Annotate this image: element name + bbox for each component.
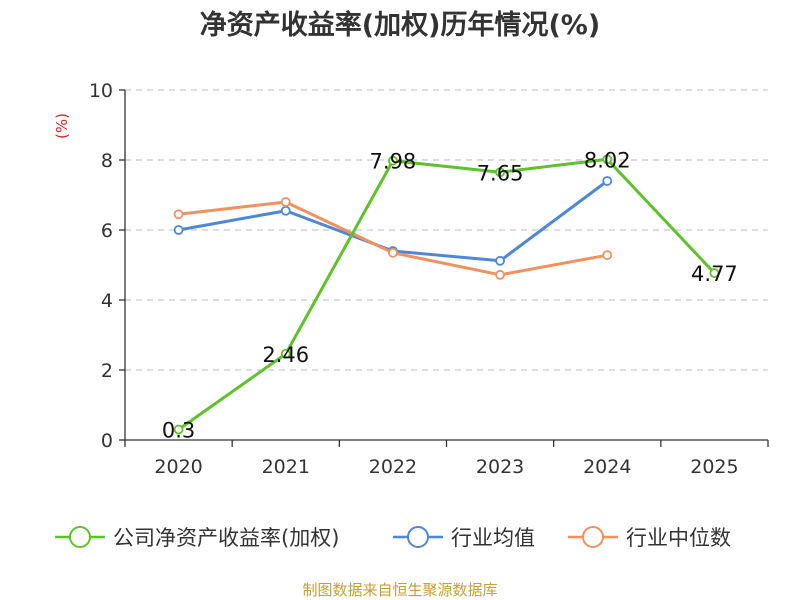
y-tick-label: 2	[101, 360, 113, 382]
legend-marker	[69, 526, 91, 548]
data-point[interactable]	[173, 424, 184, 435]
chart-title: 净资产收益率(加权)历年情况(%)	[200, 9, 600, 41]
data-point[interactable]	[602, 176, 613, 186]
data-label: 7.98	[370, 150, 417, 174]
legend-item[interactable]: 公司净资产收益率(加权)	[55, 526, 339, 550]
legend-label: 公司净资产收益率(加权)	[113, 526, 339, 550]
data-labels: 0.3 2.46 7.98 7.65 8.02 4.77	[162, 148, 738, 442]
y-tick-label: 6	[101, 220, 113, 242]
data-point[interactable]	[280, 197, 291, 207]
x-tick-label: 2022	[369, 456, 417, 478]
legend-marker	[582, 526, 604, 548]
y-tick-label: 10	[89, 80, 113, 102]
data-label: 4.77	[691, 262, 738, 286]
y-tick-label: 0	[101, 430, 113, 452]
data-point[interactable]	[495, 269, 505, 280]
series-line	[177, 157, 716, 431]
data-point[interactable]	[495, 255, 505, 266]
x-tick-label: 2023	[476, 456, 524, 478]
legend[interactable]: 公司净资产收益率(加权) 行业均值 行业中位数	[55, 526, 731, 550]
data-label: 7.65	[477, 161, 524, 185]
data-source-note: 制图数据来自恒生聚源数据库	[302, 581, 497, 599]
gridlines	[125, 89, 768, 371]
y-tick-label: 4	[101, 290, 113, 312]
legend-item[interactable]: 行业中位数	[568, 526, 731, 550]
data-point[interactable]	[280, 348, 291, 359]
axes: 0 2 4 6 8 10 2020 2021 2022 2023 2024 2025	[89, 80, 769, 478]
data-point[interactable]	[173, 209, 184, 220]
data-label: 8.02	[584, 148, 631, 172]
x-tick-label: 2021	[262, 456, 310, 478]
y-axis-unit: (%)	[53, 113, 71, 139]
data-point[interactable]	[388, 155, 398, 166]
series-line	[178, 200, 608, 277]
series-layer	[173, 154, 720, 435]
data-point[interactable]	[495, 167, 505, 178]
data-point[interactable]	[709, 268, 720, 278]
x-tick-label: 2024	[583, 456, 631, 478]
data-point[interactable]	[602, 250, 613, 261]
data-point[interactable]	[280, 205, 291, 216]
data-label: 0.3	[162, 419, 195, 443]
legend-marker	[407, 526, 429, 548]
data-point[interactable]	[602, 154, 613, 165]
legend-label: 行业中位数	[626, 526, 731, 550]
legend-label: 行业均值	[451, 526, 535, 550]
y-tick-label: 8	[101, 150, 113, 172]
legend-item[interactable]: 行业均值	[393, 526, 535, 550]
data-point[interactable]	[388, 247, 398, 258]
x-tick-label: 2020	[154, 456, 202, 478]
x-tick-label: 2025	[690, 456, 738, 478]
data-point[interactable]	[173, 225, 184, 235]
data-label: 2.46	[262, 343, 309, 367]
